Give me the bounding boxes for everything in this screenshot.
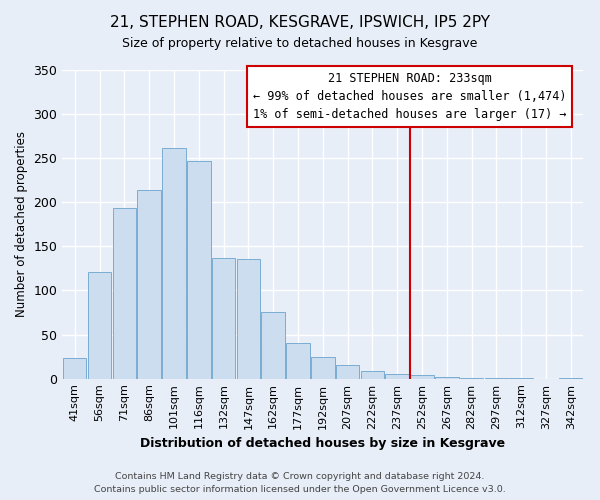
Bar [63,358,86,378]
Bar [162,148,186,378]
Bar [385,374,409,378]
Bar [311,356,335,378]
Y-axis label: Number of detached properties: Number of detached properties [15,132,28,318]
Text: 21, STEPHEN ROAD, KESGRAVE, IPSWICH, IP5 2PY: 21, STEPHEN ROAD, KESGRAVE, IPSWICH, IP5… [110,15,490,30]
Bar [187,161,211,378]
Bar [410,375,434,378]
Bar [361,370,384,378]
Bar [137,190,161,378]
Text: Size of property relative to detached houses in Kesgrave: Size of property relative to detached ho… [122,38,478,51]
Text: 21 STEPHEN ROAD: 233sqm
← 99% of detached houses are smaller (1,474)
1% of semi-: 21 STEPHEN ROAD: 233sqm ← 99% of detache… [253,72,566,121]
Bar [236,258,260,378]
X-axis label: Distribution of detached houses by size in Kesgrave: Distribution of detached houses by size … [140,437,505,450]
Text: Contains HM Land Registry data © Crown copyright and database right 2024.: Contains HM Land Registry data © Crown c… [115,472,485,481]
Bar [113,208,136,378]
Bar [336,364,359,378]
Bar [435,377,458,378]
Bar [262,312,285,378]
Bar [88,272,111,378]
Text: Contains public sector information licensed under the Open Government Licence v3: Contains public sector information licen… [94,486,506,494]
Bar [286,342,310,378]
Bar [212,258,235,378]
